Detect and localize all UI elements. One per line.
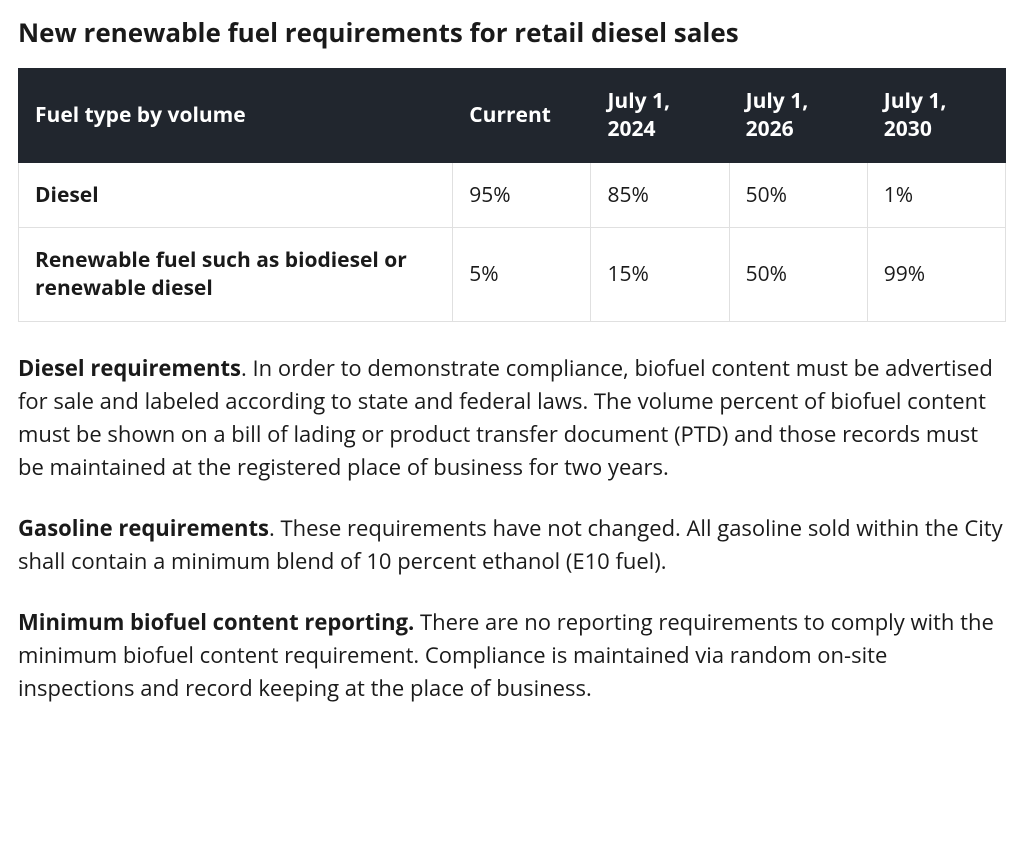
cell-value: 85% — [591, 162, 729, 227]
cell-fuel-type: Diesel — [19, 162, 453, 227]
paragraph-lead: Gasoline requirements — [18, 513, 269, 543]
table-header-row: Fuel type by volume Current July 1, 2024… — [19, 69, 1006, 163]
cell-fuel-type: Renewable fuel such as biodiesel or rene… — [19, 228, 453, 322]
paragraph-diesel-requirements: Diesel requirements. In order to demonst… — [18, 352, 1006, 484]
cell-value: 15% — [591, 228, 729, 322]
col-header-2026: July 1, 2026 — [729, 69, 867, 163]
fuel-requirements-table: Fuel type by volume Current July 1, 2024… — [18, 68, 1006, 322]
paragraph-sep: . — [269, 513, 281, 543]
paragraph-sep: . — [241, 353, 253, 383]
paragraph-gasoline-requirements: Gasoline requirements. These requirement… — [18, 512, 1006, 578]
table-row: Diesel 95% 85% 50% 1% — [19, 162, 1006, 227]
cell-value: 50% — [729, 228, 867, 322]
table-row: Renewable fuel such as biodiesel or rene… — [19, 228, 1006, 322]
paragraph-lead: Diesel requirements — [18, 353, 241, 383]
cell-value: 50% — [729, 162, 867, 227]
cell-value: 1% — [867, 162, 1005, 227]
col-header-2030: July 1, 2030 — [867, 69, 1005, 163]
page-title: New renewable fuel requirements for reta… — [18, 14, 1006, 50]
cell-value: 99% — [867, 228, 1005, 322]
col-header-current: Current — [453, 69, 591, 163]
cell-value: 5% — [453, 228, 591, 322]
cell-value: 95% — [453, 162, 591, 227]
paragraph-reporting: Minimum biofuel content reporting. There… — [18, 606, 1006, 705]
col-header-2024: July 1, 2024 — [591, 69, 729, 163]
paragraph-lead: Minimum biofuel content reporting. — [18, 607, 414, 637]
col-header-fuel-type: Fuel type by volume — [19, 69, 453, 163]
